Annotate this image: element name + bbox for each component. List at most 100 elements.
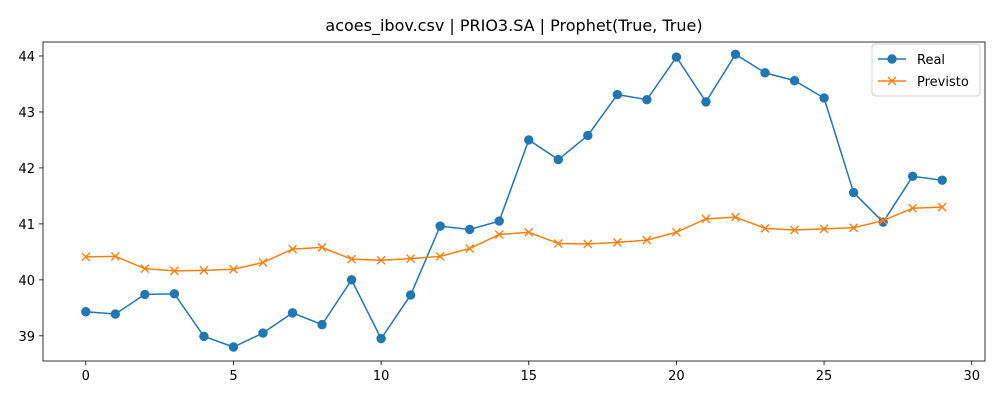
x-tick-label: 20	[668, 369, 685, 384]
x-marker-stroke	[878, 216, 888, 226]
x-marker-stroke	[81, 252, 91, 262]
y-tick-label: 42	[18, 162, 35, 177]
x-marker-stroke	[671, 227, 681, 237]
data-point-real	[258, 328, 268, 338]
x-marker-stroke	[228, 264, 238, 274]
data-point-previsto	[819, 224, 829, 234]
x-marker-stroke	[701, 214, 711, 224]
data-point-previsto	[730, 212, 740, 222]
data-point-previsto	[701, 214, 711, 224]
data-point-previsto	[288, 244, 298, 254]
data-point-real	[701, 97, 711, 107]
data-point-real	[346, 275, 357, 285]
data-point-previsto	[406, 254, 416, 264]
data-point-previsto	[317, 242, 327, 252]
data-point-previsto	[110, 251, 120, 261]
x-marker-stroke	[937, 202, 947, 212]
data-point-real	[760, 68, 770, 78]
x-marker-stroke	[435, 251, 445, 261]
data-point-real	[317, 319, 327, 330]
data-point-real	[376, 333, 386, 344]
y-tick-label: 41	[18, 218, 35, 233]
x-marker-stroke	[317, 242, 327, 252]
data-point-real	[465, 224, 475, 235]
data-point-previsto	[228, 264, 238, 274]
chart-title: acoes_ibov.csv | PRIO3.SA | Prophet(True…	[325, 16, 702, 36]
series-line-previsto	[85, 206, 943, 272]
plot-frame	[42, 41, 986, 362]
data-point-previsto	[347, 254, 357, 264]
data-point-previsto	[258, 258, 268, 267]
data-point-real	[81, 307, 91, 317]
data-point-real	[169, 289, 180, 299]
data-point-real	[199, 331, 209, 342]
data-point-real	[287, 308, 298, 318]
data-point-previsto	[878, 216, 888, 226]
legend: Real Previsto	[871, 43, 981, 97]
data-point-real	[848, 187, 859, 198]
x-tick-label: 0	[82, 369, 90, 384]
data-point-previsto	[760, 223, 770, 233]
data-point-previsto	[465, 244, 475, 254]
x-marker-stroke	[760, 223, 770, 233]
x-marker-stroke	[524, 227, 534, 237]
series-line-real	[85, 53, 943, 348]
data-point-previsto	[671, 227, 681, 237]
legend-box	[871, 43, 981, 97]
x-marker-stroke	[583, 239, 593, 249]
data-point-previsto	[612, 237, 622, 247]
data-point-previsto	[583, 239, 593, 249]
x-tick-label: 30	[963, 369, 980, 384]
data-point-real	[140, 289, 150, 300]
series-real	[81, 49, 947, 352]
x-tick-label: 10	[373, 369, 390, 384]
data-point-previsto	[849, 223, 859, 233]
x-marker-stroke	[494, 230, 504, 240]
legend-item-real: Real	[878, 53, 945, 68]
legend-marker-real	[887, 54, 897, 64]
data-point-real	[524, 135, 534, 145]
data-point-previsto	[169, 266, 179, 276]
legend-marker-previsto	[887, 76, 897, 86]
data-point-real	[612, 89, 623, 100]
x-marker-stroke	[887, 76, 897, 86]
data-point-real	[671, 52, 682, 62]
data-point-real	[937, 175, 947, 185]
x-marker-stroke	[612, 237, 622, 247]
x-tick-label: 5	[229, 369, 237, 384]
data-point-previsto	[376, 255, 386, 265]
data-point-real	[435, 221, 445, 231]
x-marker-stroke	[849, 223, 859, 233]
data-point-previsto	[937, 202, 947, 212]
x-marker-stroke	[730, 212, 740, 222]
y-tick-label: 40	[18, 274, 35, 289]
data-point-previsto	[524, 227, 534, 237]
data-point-real	[819, 93, 829, 103]
data-point-previsto	[790, 225, 800, 235]
x-marker-stroke	[169, 266, 179, 276]
data-point-real	[730, 49, 741, 60]
data-point-previsto	[642, 235, 652, 245]
x-tick-label: 25	[816, 369, 833, 384]
data-point-real	[228, 342, 239, 352]
y-tick-label: 44	[18, 50, 35, 65]
data-point-previsto	[140, 264, 150, 274]
data-point-real	[583, 130, 593, 141]
x-marker-stroke	[288, 244, 298, 254]
data-point-previsto	[908, 203, 918, 213]
series-previsto	[81, 202, 947, 276]
x-marker-stroke	[347, 254, 357, 264]
x-marker-stroke	[465, 244, 475, 254]
data-point-previsto	[494, 230, 504, 240]
series-layer	[81, 49, 947, 352]
x-tick-label: 15	[520, 369, 537, 384]
y-tick-label: 39	[18, 330, 35, 345]
x-marker-stroke	[790, 225, 800, 235]
data-point-real	[494, 216, 504, 226]
x-marker-stroke	[819, 224, 829, 234]
x-marker-stroke	[376, 255, 386, 265]
legend-label-previsto: Previsto	[917, 75, 969, 90]
x-marker-stroke	[258, 258, 268, 267]
plot-area: 0 5 10 15 20 25 30 39 40 41 42 43 44	[18, 41, 986, 384]
